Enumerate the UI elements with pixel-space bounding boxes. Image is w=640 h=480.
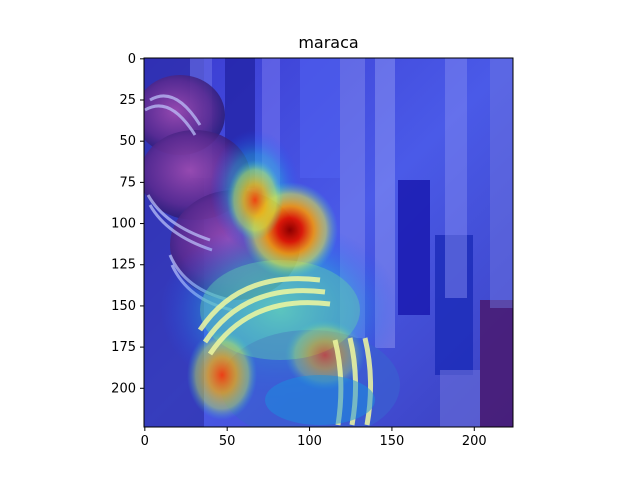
heatmap-image xyxy=(144,58,513,427)
x-tick-label: 150 xyxy=(380,434,405,449)
x-tick-label: 50 xyxy=(219,434,236,449)
y-tick-label: 200 xyxy=(111,381,136,396)
y-tick-label: 75 xyxy=(119,175,136,190)
x-tick-label: 200 xyxy=(462,434,487,449)
x-axis: 0 50 100 150 200 xyxy=(141,427,487,449)
y-axis: 0 25 50 75 100 125 150 175 200 xyxy=(111,52,144,396)
axes-frame xyxy=(143,57,514,428)
y-tick-label: 175 xyxy=(111,340,136,355)
y-tick-label: 150 xyxy=(111,299,136,314)
x-tick-label: 100 xyxy=(297,434,322,449)
y-tick-label: 100 xyxy=(111,217,136,232)
x-tick-label: 0 xyxy=(141,434,149,449)
y-tick-label: 50 xyxy=(119,134,136,149)
y-tick-label: 125 xyxy=(111,258,136,273)
plot-title: maraca xyxy=(298,33,359,52)
y-tick-label: 0 xyxy=(128,52,136,67)
y-tick-label: 25 xyxy=(119,93,136,108)
